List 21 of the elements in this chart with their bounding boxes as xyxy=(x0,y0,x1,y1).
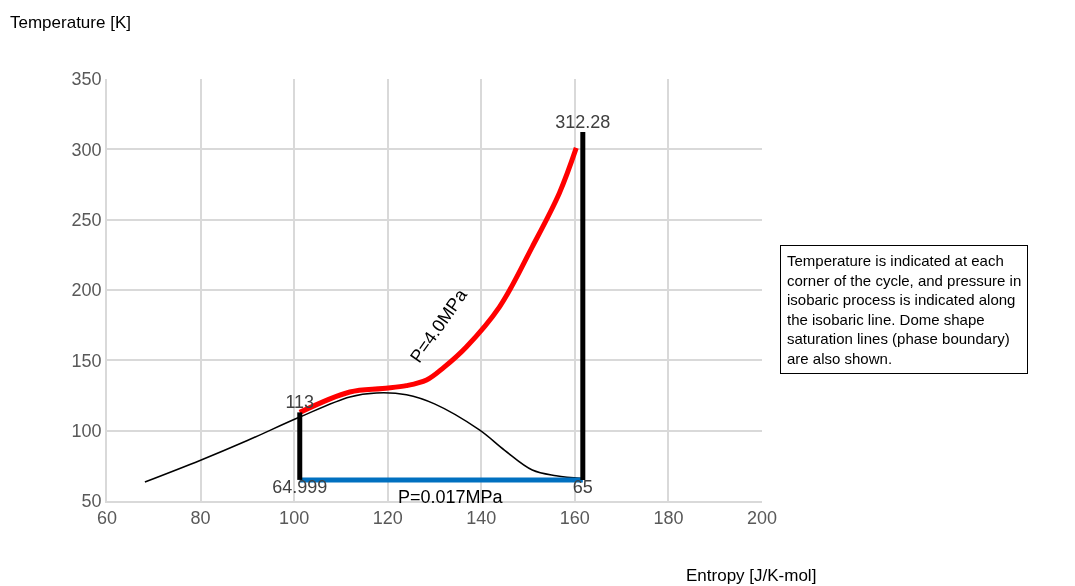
x-tick-label: 180 xyxy=(653,508,684,529)
y-axis-title: Temperature [K] xyxy=(10,13,131,32)
y-tick-label: 150 xyxy=(71,350,102,371)
y-tick-label: 200 xyxy=(71,280,102,301)
x-tick-label: 200 xyxy=(746,508,778,529)
y-tick-label: 300 xyxy=(71,139,102,160)
y-tick-label: 250 xyxy=(71,209,102,230)
data-label: 65 xyxy=(572,477,593,498)
data-label: 312.28 xyxy=(555,111,611,132)
x-tick-label: 120 xyxy=(372,508,403,529)
x-tick-label: 80 xyxy=(190,508,211,529)
data-label: 113 xyxy=(285,391,315,412)
text: Temperature is indicated at each corner of the cycle, and pressure in isobaric process is indicated along the isobaric line. Dome shape saturation lines (phase boundary) are also shown. xyxy=(787,252,1022,367)
data-label: 64.999 xyxy=(272,477,328,498)
y-tick-label: 100 xyxy=(71,420,102,441)
annotation: P=0.017MPa xyxy=(398,487,504,507)
x-tick-label: 160 xyxy=(559,508,590,529)
x-axis-title: Entropy [J/K-mol] xyxy=(686,566,817,585)
x-tick-label: 140 xyxy=(466,508,497,529)
x-tick-label: 100 xyxy=(279,508,310,529)
y-tick-label: 350 xyxy=(71,69,102,90)
